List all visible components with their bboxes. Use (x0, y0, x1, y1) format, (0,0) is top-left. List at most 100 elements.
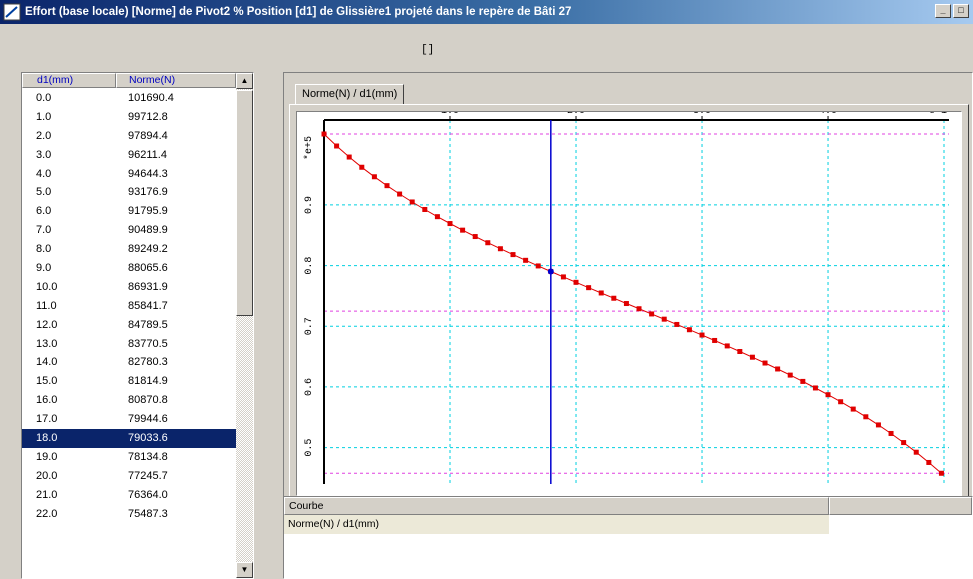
cell-d1: 9.0 (36, 262, 52, 275)
data-point (497, 246, 503, 252)
column-header-d1[interactable]: d1(mm) (22, 73, 116, 88)
table-row[interactable]: 14.0 82780.3 (22, 353, 236, 372)
cell-norme: 76364.0 (128, 488, 168, 501)
table-row[interactable]: 12.0 84789.5 (22, 316, 236, 335)
table-row[interactable]: 18.0 79033.6 (22, 429, 236, 448)
table-row[interactable]: 15.0 81814.9 (22, 372, 236, 391)
minimize-button[interactable]: _ (935, 4, 951, 18)
table-row[interactable]: 7.0 90489.9 (22, 221, 236, 240)
table-row[interactable]: 17.0 79944.6 (22, 410, 236, 429)
table-row[interactable]: 3.0 96211.4 (22, 146, 236, 165)
scrollbar-thumb[interactable] (236, 90, 253, 316)
x-multiplier-label: *e+1 (923, 112, 947, 117)
data-point (359, 164, 365, 170)
cell-norme: 75487.3 (128, 507, 168, 520)
cell-norme: 97894.4 (128, 129, 168, 142)
table-row[interactable]: 13.0 83770.5 (22, 335, 236, 354)
table-row[interactable]: 0.0 101690.4 (22, 89, 236, 108)
table-row[interactable]: 20.0 77245.7 (22, 467, 236, 486)
data-point (674, 321, 680, 327)
cell-d1: 16.0 (36, 394, 58, 407)
cell-d1: 15.0 (36, 375, 58, 388)
x-tick-label: 2.0 (567, 112, 585, 117)
cell-norme: 78134.8 (128, 450, 168, 463)
data-point (838, 399, 844, 405)
cell-d1: 11.0 (36, 299, 57, 312)
cell-d1: 18.0 (36, 432, 58, 445)
arrow-up-icon[interactable]: ▲ (236, 73, 253, 89)
data-point (397, 191, 403, 197)
data-point (485, 240, 491, 246)
data-point (888, 430, 894, 436)
cell-norme: 85841.7 (128, 299, 168, 312)
table-row[interactable]: 11.0 85841.7 (22, 297, 236, 316)
cell-d1: 21.0 (36, 488, 58, 501)
table-row[interactable]: 21.0 76364.0 (22, 486, 236, 505)
data-point (409, 199, 415, 205)
table-row[interactable]: 19.0 78134.8 (22, 448, 236, 467)
data-point (611, 295, 617, 301)
table-row[interactable]: 1.0 99712.8 (22, 108, 236, 127)
x-tick-label: 1.0 (441, 112, 459, 117)
table-scrollbar[interactable]: ▲ ▼ (236, 73, 253, 578)
data-point (434, 214, 440, 220)
chart-group: Norme(N) / d1(mm) 1.0 2.0 3.0 4.0 0.9 0.8 0.7 0… (283, 72, 973, 506)
data-point (560, 274, 566, 280)
cell-norme: 88065.6 (128, 262, 168, 275)
cell-d1: 6.0 (36, 205, 52, 218)
data-point (686, 327, 692, 333)
chart-tab-panel: 1.0 2.0 3.0 4.0 0.9 0.8 0.7 0.6 0.5 *e+5 *e+1 (289, 104, 969, 502)
data-point (334, 143, 340, 149)
data-point (863, 414, 869, 420)
data-point (649, 311, 655, 317)
data-point (384, 183, 390, 189)
data-point (321, 131, 327, 137)
data-point (472, 234, 478, 240)
data-point (661, 316, 667, 322)
data-point (875, 422, 881, 428)
cell-d1: 20.0 (36, 469, 58, 482)
legend-header-curve[interactable]: Courbe (284, 497, 829, 515)
maximize-button[interactable]: □ (953, 4, 969, 18)
table-row[interactable]: 22.0 75487.3 (22, 505, 236, 524)
table-row[interactable]: 6.0 91795.9 (22, 202, 236, 221)
data-point (460, 227, 466, 233)
y-tick-label: 0.8 (304, 257, 315, 275)
data-point (825, 392, 831, 398)
table-row[interactable]: 4.0 94644.3 (22, 165, 236, 184)
table-row[interactable]: 2.0 97894.4 (22, 127, 236, 146)
data-point (775, 366, 781, 372)
cell-norme: 91795.9 (128, 205, 168, 218)
cell-d1: 0.0 (36, 92, 52, 104)
data-point (623, 301, 629, 307)
x-tick-label: 4.0 (819, 112, 837, 117)
cell-d1: 19.0 (36, 450, 58, 463)
data-point (586, 285, 592, 291)
plot-area[interactable]: 1.0 2.0 3.0 4.0 0.9 0.8 0.7 0.6 0.5 *e+5 *e+1 (296, 111, 962, 496)
cell-norme: 79033.6 (128, 432, 168, 445)
plot-background (324, 120, 949, 484)
cell-d1: 4.0 (36, 167, 52, 180)
arrow-down-icon[interactable]: ▼ (236, 562, 253, 578)
x-tick-label: 3.0 (693, 112, 711, 117)
data-point (712, 337, 718, 343)
table-row[interactable]: 10.0 86931.9 (22, 278, 236, 297)
cell-d1: 10.0 (36, 280, 58, 293)
cell-norme: 82780.3 (128, 356, 168, 369)
column-header-norme[interactable]: Norme(N) (116, 73, 236, 88)
cell-norme: 89249.2 (128, 243, 168, 256)
cell-norme: 80870.8 (128, 394, 168, 407)
table-row[interactable]: 9.0 88065.6 (22, 259, 236, 278)
table-row[interactable]: 5.0 93176.9 (22, 183, 236, 202)
data-point (800, 378, 806, 384)
cursor-point (547, 268, 554, 275)
data-point (346, 154, 352, 160)
line-chart[interactable]: 1.0 2.0 3.0 4.0 0.9 0.8 0.7 0.6 0.5 *e+5 *e+1 (297, 112, 961, 495)
data-point (749, 354, 755, 360)
cell-norme: 94644.3 (128, 167, 168, 180)
tab-norme-d1[interactable]: Norme(N) / d1(mm) (295, 84, 405, 104)
cell-norme: 84789.5 (128, 318, 168, 331)
table-row[interactable]: 8.0 89249.2 (22, 240, 236, 259)
legend-row[interactable]: Norme(N) / d1(mm) (284, 515, 829, 534)
table-row[interactable]: 16.0 80870.8 (22, 391, 236, 410)
